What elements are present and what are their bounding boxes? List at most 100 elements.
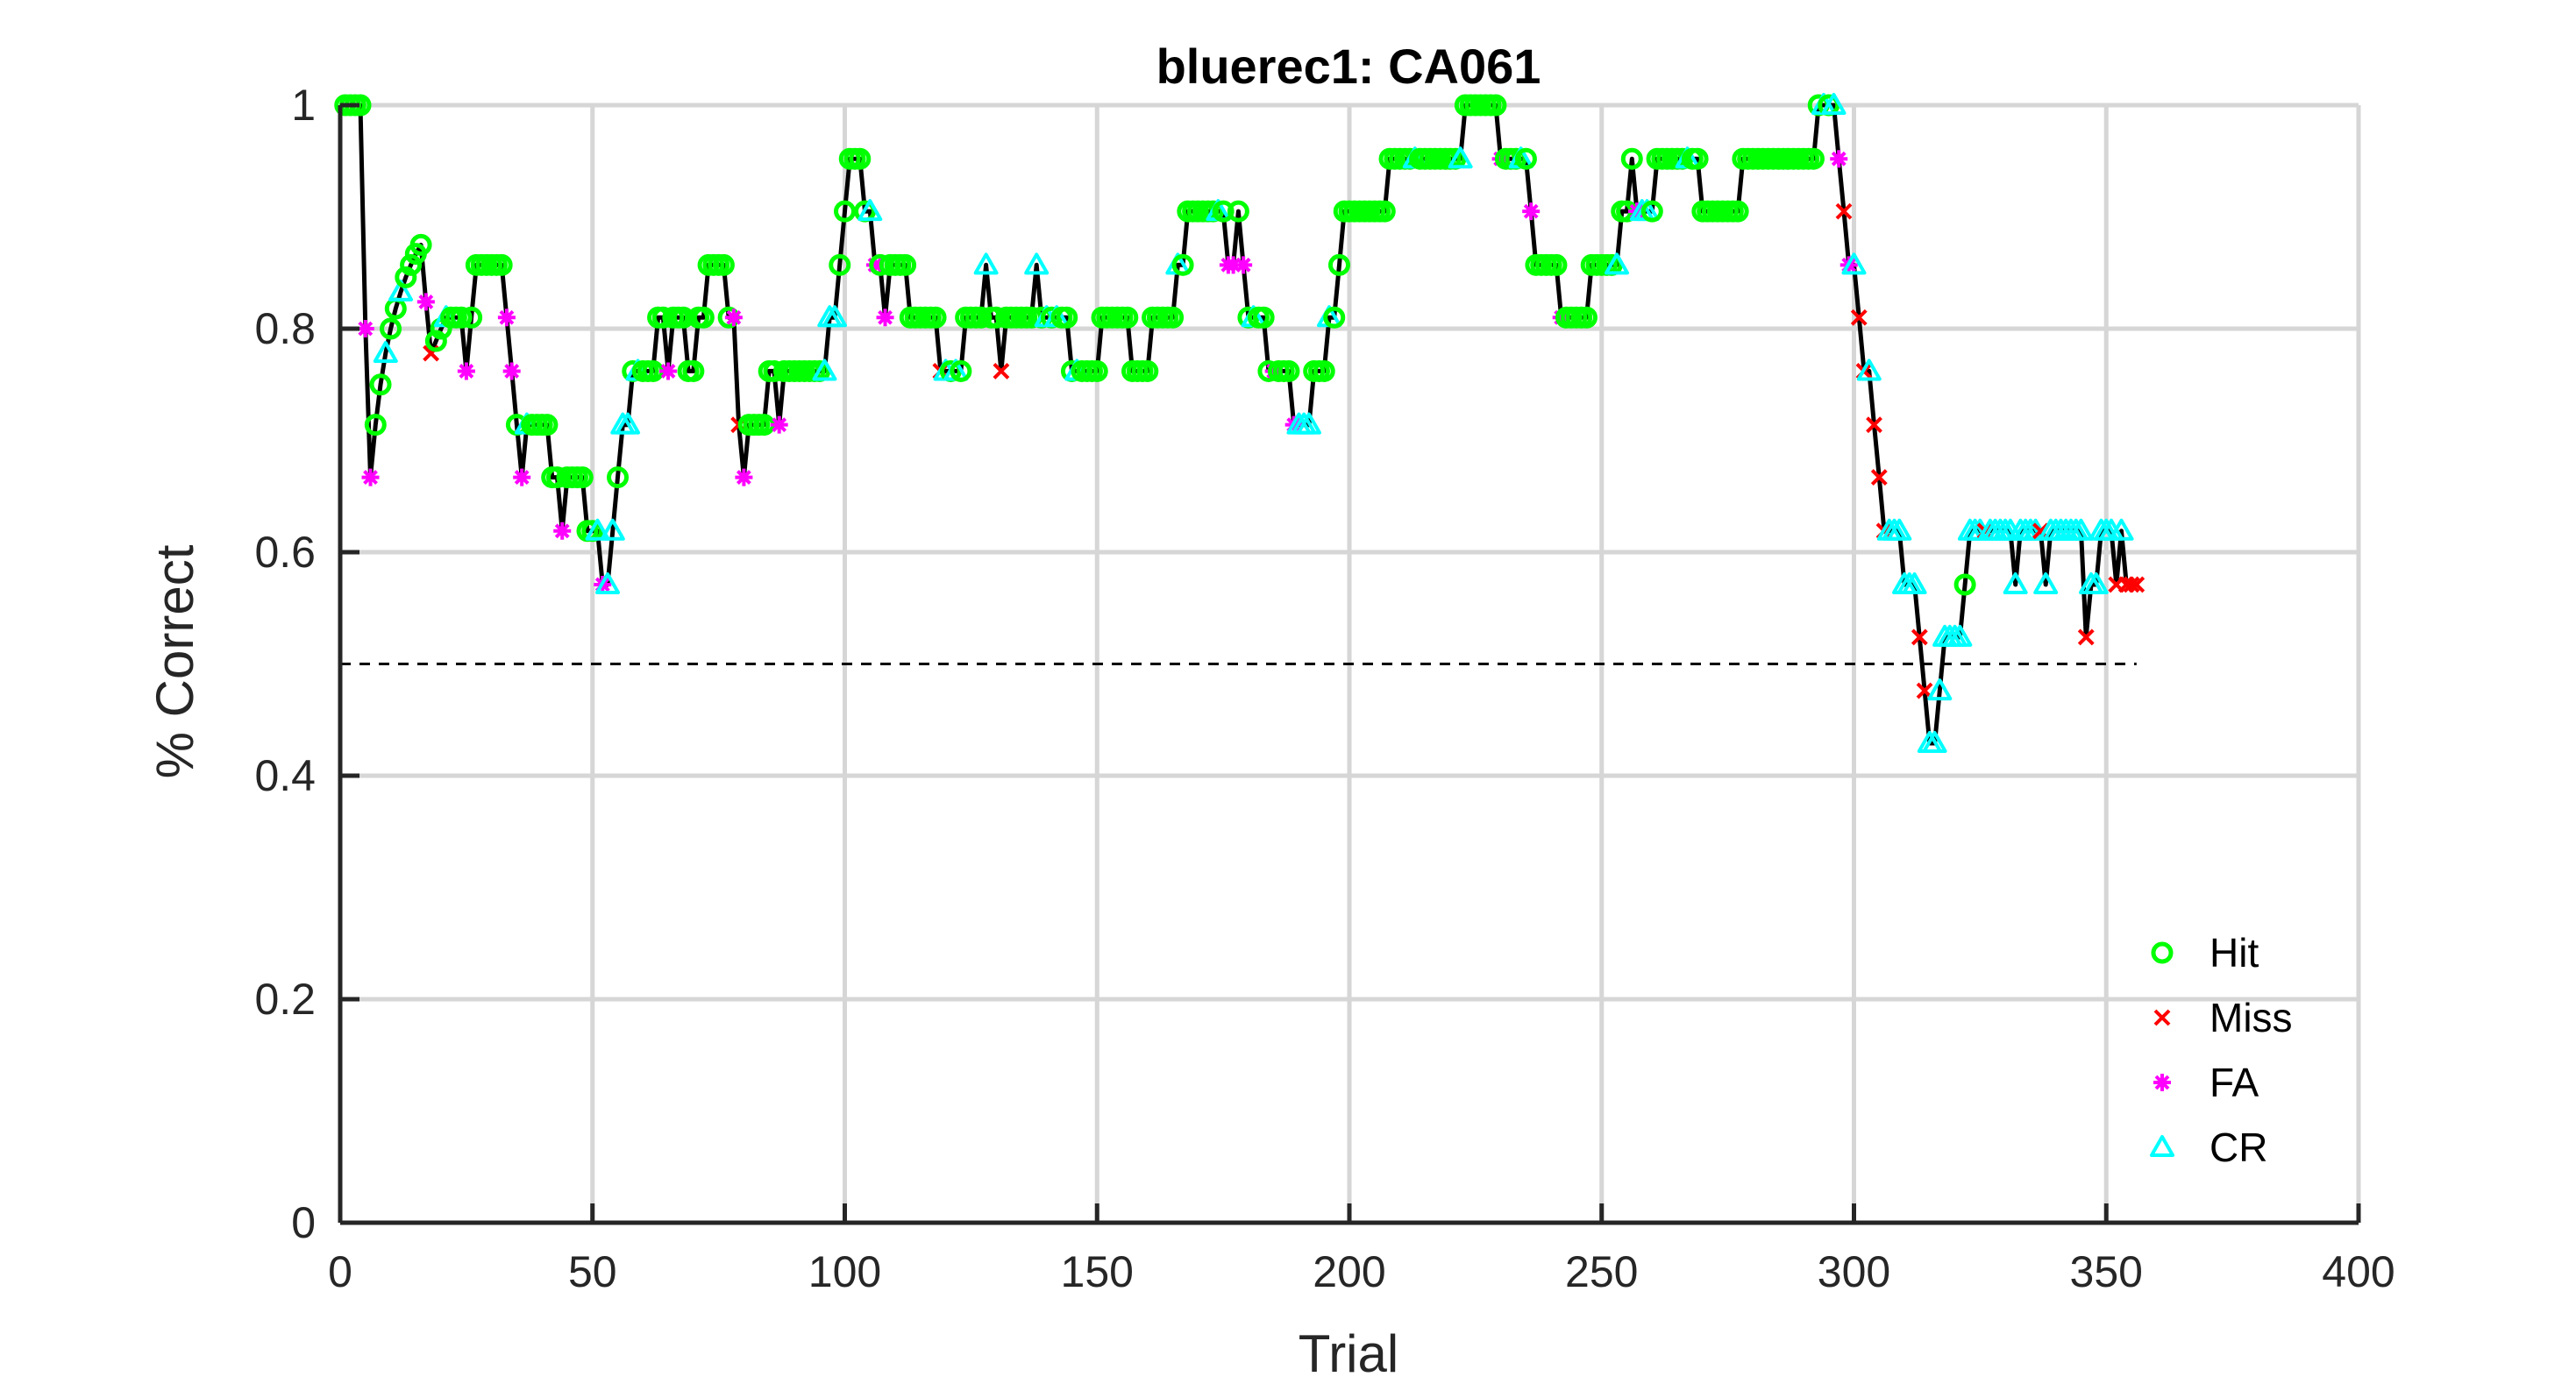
data-point-cr xyxy=(388,279,414,302)
data-point-hit xyxy=(450,306,473,329)
data-point-miss xyxy=(2077,628,2095,646)
legend-label-hit: Hit xyxy=(2210,930,2259,976)
data-point-fa xyxy=(457,362,475,380)
data-point-cr xyxy=(1841,252,1867,275)
data-point-hit xyxy=(1162,306,1185,329)
axes xyxy=(338,103,2361,1225)
data-point-hit xyxy=(490,253,513,276)
data-point-hit xyxy=(829,253,851,276)
data-point-cr xyxy=(2068,518,2094,541)
data-point-hit xyxy=(536,414,559,436)
y-axis-label: % Correct xyxy=(146,544,204,778)
data-point-miss xyxy=(1835,202,1853,220)
data-point-cr xyxy=(822,305,847,328)
data-point-cr xyxy=(1856,358,1882,381)
data-point-hit xyxy=(763,359,786,382)
y-tick-label: 0.4 xyxy=(254,751,316,800)
data-point-cr xyxy=(1947,624,1973,647)
data-point-cr xyxy=(2083,571,2109,594)
data-point-hit xyxy=(1545,253,1568,276)
data-point-hit xyxy=(894,253,917,276)
data-point-hit xyxy=(950,359,972,382)
data-point-fa xyxy=(1830,150,1848,168)
legend-label-miss: Miss xyxy=(2210,995,2293,1040)
data-point-hit xyxy=(1575,306,1598,329)
data-point-hit xyxy=(712,253,735,276)
data-point-miss xyxy=(1850,309,1868,326)
data-point-cr xyxy=(1448,146,1473,169)
data-point-cr xyxy=(2033,571,2059,594)
data-point-miss xyxy=(993,363,1010,380)
data-point-cr xyxy=(1296,412,1321,435)
data-point-hit xyxy=(1640,200,1663,223)
data-point-hit xyxy=(1227,200,1249,223)
data-point-cr xyxy=(1821,93,1847,115)
x-axis-label: Trial xyxy=(1299,1324,1398,1383)
data-point-hit xyxy=(1373,200,1396,223)
y-tick-label: 0.8 xyxy=(254,304,316,353)
data-point-hit xyxy=(651,306,674,329)
data-point-hit xyxy=(380,317,402,340)
data-point-fa xyxy=(659,362,678,380)
data-point-hit xyxy=(869,253,892,276)
data-point-hit xyxy=(1484,94,1507,117)
data-point-cr xyxy=(585,518,610,541)
data-point-fa xyxy=(770,415,788,434)
x-tick-label: 150 xyxy=(1061,1247,1134,1296)
data-point-miss xyxy=(1870,469,1888,486)
data-point-hit xyxy=(834,200,856,223)
y-tick-label: 0.6 xyxy=(254,528,316,577)
data-point-hit xyxy=(692,306,715,329)
x-tick-label: 250 xyxy=(1565,1247,1638,1296)
data-point-hit xyxy=(1116,306,1139,329)
legend-marker-hit xyxy=(2151,941,2174,964)
data-point-cr xyxy=(857,199,883,222)
legend-marker-fa xyxy=(2153,1074,2171,1091)
chart-title: bluerec1: CA061 xyxy=(1156,39,1541,94)
data-point-fa xyxy=(361,468,380,486)
data-point-hit xyxy=(1252,306,1275,329)
data-point-cr xyxy=(616,412,641,435)
data-point-cr xyxy=(373,341,398,364)
data-point-hit xyxy=(400,253,423,276)
data-point-fa xyxy=(356,320,374,337)
data-point-hit xyxy=(409,233,432,256)
data-point-hit xyxy=(1323,306,1346,329)
data-point-fa xyxy=(1522,202,1541,221)
tick-labels: 0 50 100 150 200 250 300 350 400 0 0.2 0.4 0.6 0.8 1 xyxy=(254,81,2395,1296)
y-tick-label: 1 xyxy=(291,81,316,130)
data-point-hit xyxy=(460,306,483,329)
data-point-hit xyxy=(364,414,387,436)
data-point-hit xyxy=(1327,253,1350,276)
y-tick-label: 0.2 xyxy=(254,975,316,1024)
data-point-cr xyxy=(973,252,999,275)
data-point-hit xyxy=(682,359,705,382)
data-point-fa xyxy=(1235,256,1253,274)
legend: Hit Miss FA CR xyxy=(2150,930,2293,1170)
data-point-fa xyxy=(553,522,572,540)
data-point-fa xyxy=(497,309,516,327)
data-point-fa xyxy=(1224,256,1242,274)
x-tick-label: 200 xyxy=(1313,1247,1385,1296)
data-point-miss xyxy=(2123,576,2140,593)
data-point-hit xyxy=(1620,147,1643,170)
data-point-hit xyxy=(571,466,594,489)
data-point-hit xyxy=(1313,359,1335,382)
data-point-hit xyxy=(545,466,568,489)
data-point-miss xyxy=(1866,416,1882,434)
data-point-hit xyxy=(607,466,630,489)
data-point-miss xyxy=(1911,628,1928,646)
data-point-hit xyxy=(1514,147,1537,170)
data-point-cr xyxy=(1605,252,1630,275)
x-tick-label: 350 xyxy=(2070,1247,2143,1296)
x-tick-label: 300 xyxy=(1818,1247,1890,1296)
data-point-fa xyxy=(735,468,753,486)
data-point-hit xyxy=(985,306,1007,329)
x-tick-label: 50 xyxy=(568,1247,617,1296)
data-point-cr xyxy=(812,358,837,381)
y-tick-label: 0 xyxy=(291,1198,316,1247)
data-point-hit xyxy=(1212,200,1235,223)
legend-label-cr: CR xyxy=(2210,1125,2267,1170)
data-point-cr xyxy=(600,518,625,541)
